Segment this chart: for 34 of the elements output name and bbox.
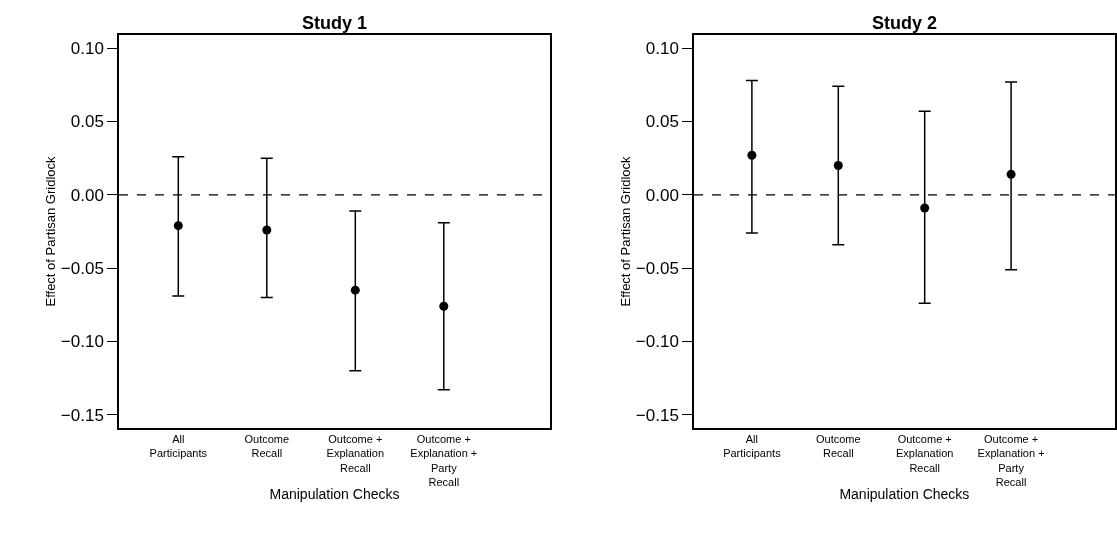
x-tick-label: Outcome Recall — [244, 432, 290, 460]
x-axis-title: Manipulation Checks — [839, 485, 970, 502]
point — [350, 285, 360, 295]
x-tick-label: Outcome + Explanation Recall — [895, 432, 954, 474]
x-tick-label: Outcome + Explanation Recall — [326, 432, 385, 474]
y-tick-label: 0.00 — [645, 185, 679, 205]
x-tick-label: Outcome Recall — [815, 432, 861, 460]
y-tick-label: −0.10 — [635, 332, 679, 352]
point — [747, 150, 757, 160]
y-tick-label: 0.00 — [70, 185, 104, 205]
y-tick-label: 0.10 — [70, 39, 104, 59]
y-tick-label: 0.05 — [645, 112, 679, 132]
point — [173, 221, 183, 231]
x-tick-label: Outcome + Explanation + Party Recall — [410, 432, 478, 488]
point — [920, 203, 930, 213]
x-tick-label: All Participants — [149, 432, 208, 460]
chart-title: Study 1 — [302, 13, 368, 33]
y-tick-label: −0.15 — [635, 405, 679, 425]
y-tick-label: −0.05 — [635, 259, 679, 279]
point — [833, 161, 843, 171]
y-tick-label: −0.15 — [60, 405, 104, 425]
y-tick-label: 0.05 — [70, 112, 104, 132]
y-tick-label: 0.10 — [645, 39, 679, 59]
point — [439, 301, 449, 311]
chart-title: Study 2 — [872, 13, 938, 33]
point — [1006, 169, 1016, 179]
y-axis-title: Effect of Partisan Gridlock — [618, 155, 634, 307]
y-tick-label: −0.10 — [60, 332, 104, 352]
x-tick-label: Outcome + Explanation + Party Recall — [977, 432, 1045, 488]
x-axis-title: Manipulation Checks — [269, 485, 400, 502]
x-tick-label: All Participants — [723, 432, 782, 460]
y-tick-label: −0.05 — [60, 259, 104, 279]
point — [262, 225, 272, 235]
y-axis-title: Effect of Partisan Gridlock — [43, 155, 59, 307]
